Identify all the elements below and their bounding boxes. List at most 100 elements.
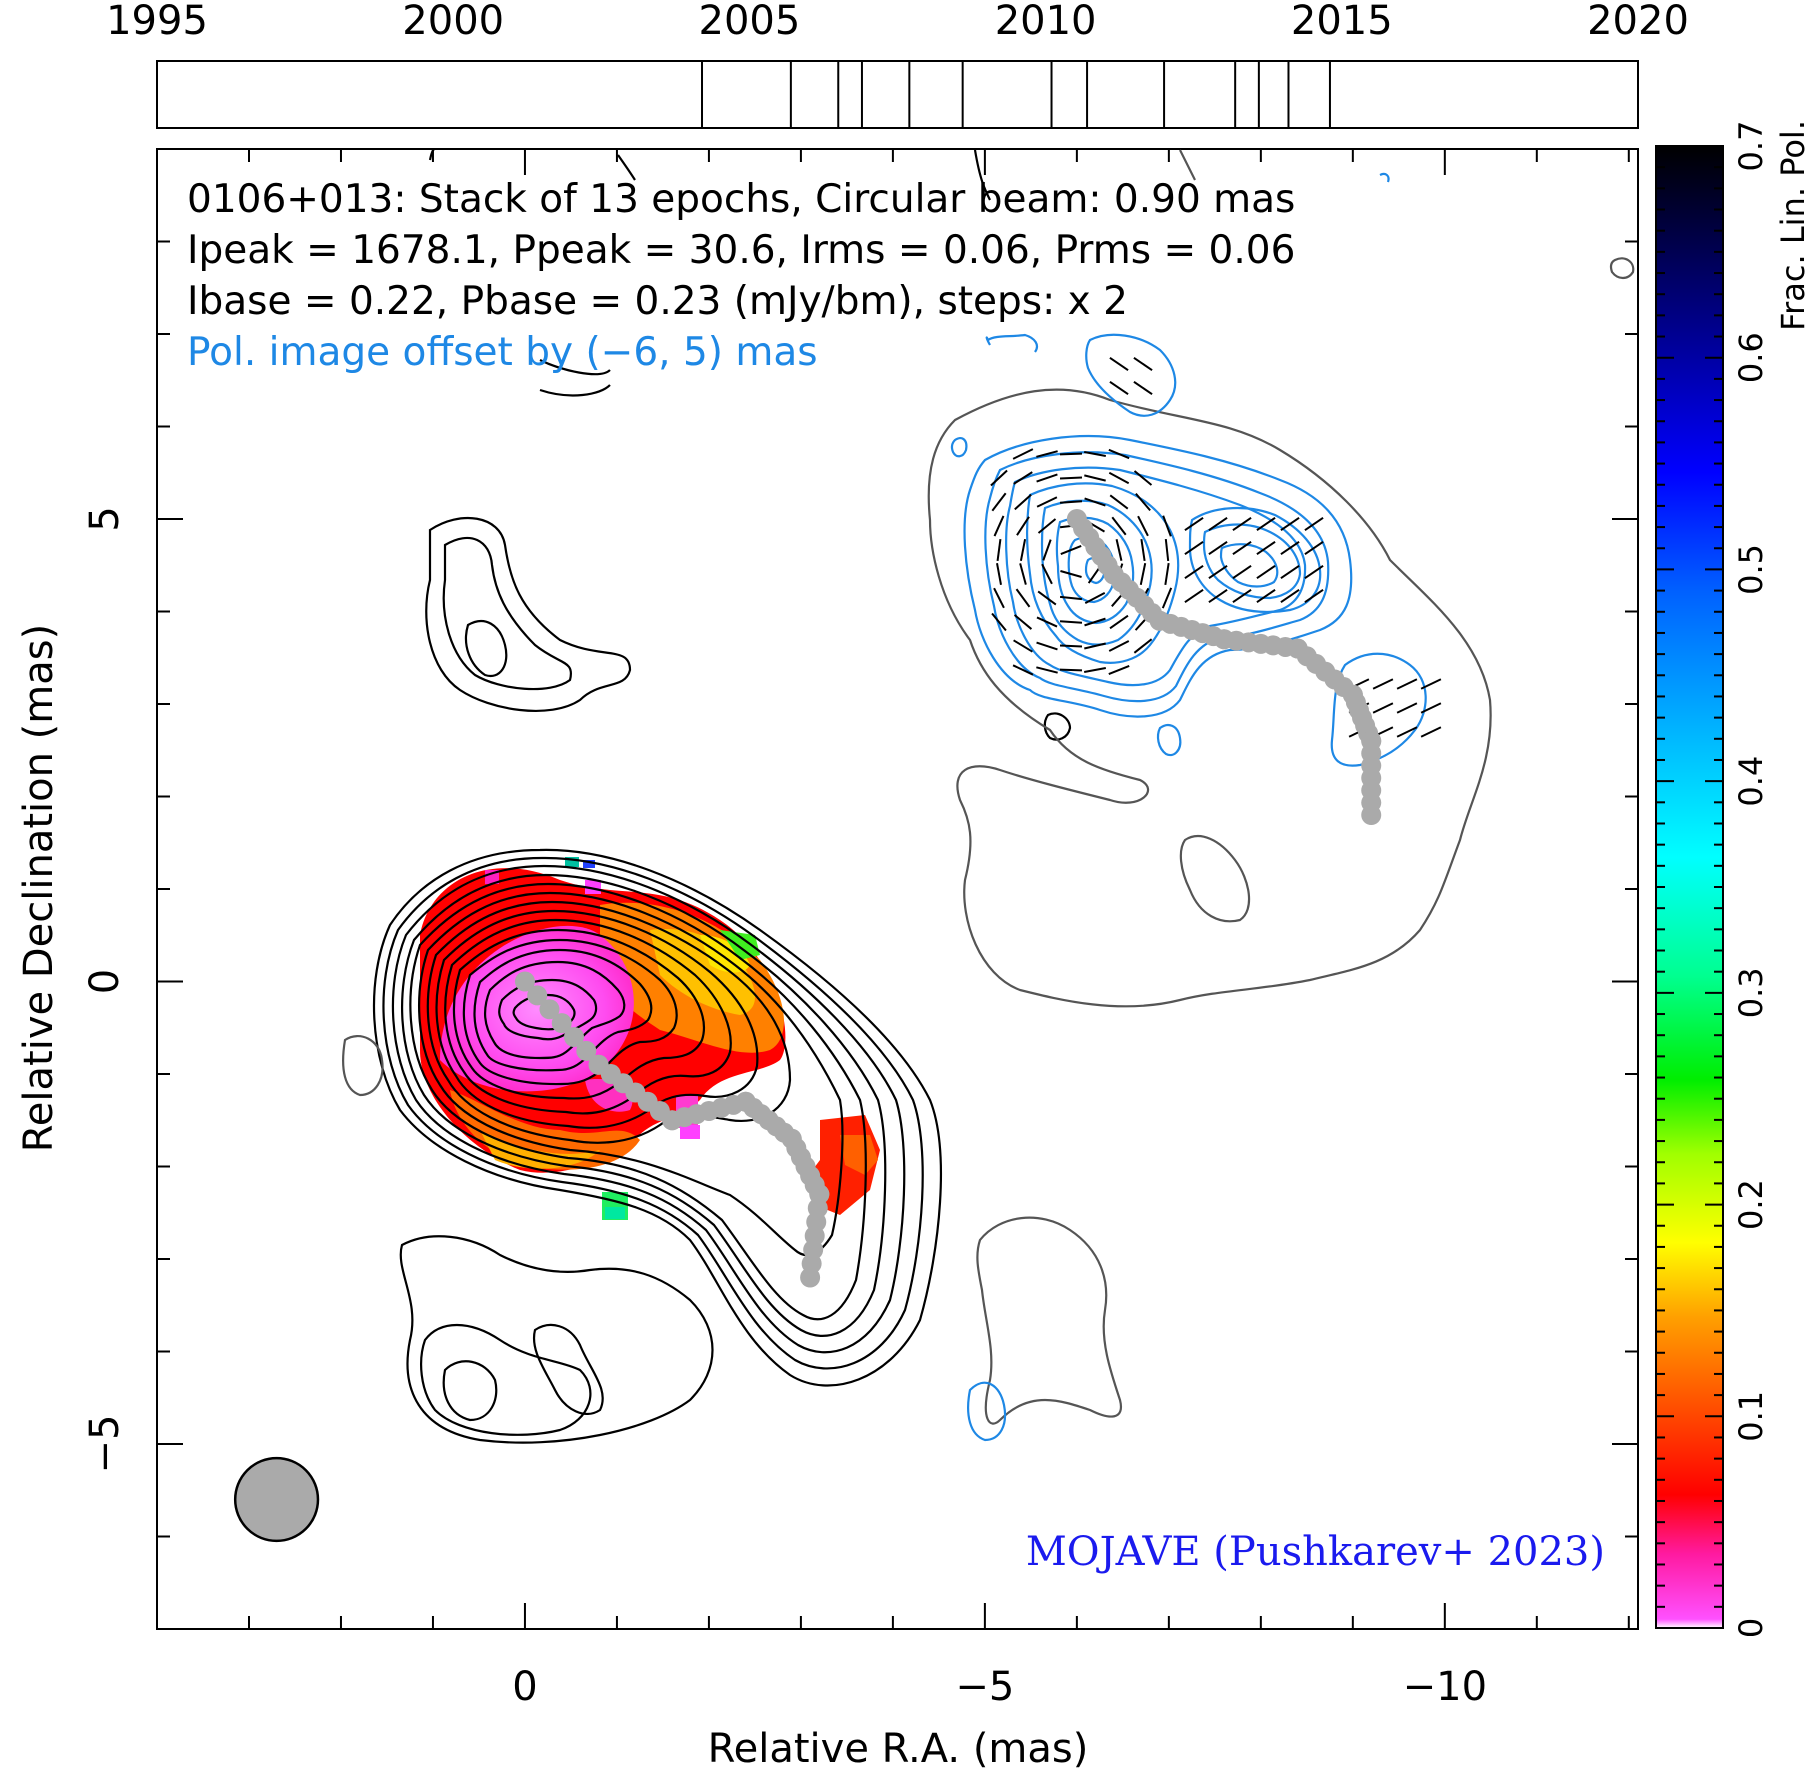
evpa-stick (1084, 450, 1106, 458)
evpa-stick (1232, 516, 1252, 532)
evpa-stick (1139, 563, 1147, 585)
evpa-stick (990, 469, 1008, 487)
evpa-stick (1019, 539, 1027, 561)
evpa-stick (1140, 538, 1146, 562)
evpa-stick (1184, 516, 1204, 532)
evpa-stick (1420, 726, 1442, 738)
colorbar-tick-label: 0.2 (1732, 1179, 1770, 1230)
evpa-stick (1256, 564, 1276, 580)
colorbar-tick-label: 0.6 (1732, 332, 1770, 383)
pol-offset-note: Pol. image offset by (−6, 5) mas (187, 330, 818, 375)
x-tick-labels: 0 −5 −10 (512, 1664, 1487, 1710)
evpa-stick (1164, 538, 1170, 562)
intensity-contours (372, 149, 1072, 1444)
epoch-markers (701, 61, 1331, 128)
evpa-stick (1083, 667, 1107, 673)
evpa-stick (991, 492, 1007, 512)
map-panel: 0106+013: Stack of 13 epochs, Circular b… (16, 148, 1639, 1772)
evpa-stick (1372, 678, 1394, 690)
evpa-stick (1420, 678, 1442, 690)
epoch-timeline-frame (156, 60, 1639, 129)
y-tick-label: 5 (82, 506, 128, 531)
evpa-stick (1059, 500, 1083, 504)
evpa-stick (1396, 702, 1418, 714)
ridge-dot (527, 985, 548, 1006)
evpa-stick (1036, 473, 1058, 483)
evpa-stick (1135, 492, 1151, 512)
mojave-credit: MOJAVE (Pushkarev+ 2023) (1026, 1529, 1605, 1575)
ridge-dot (514, 971, 535, 992)
ridge-dot (1361, 805, 1382, 825)
map-annotations: 0106+013: Stack of 13 epochs, Circular b… (187, 177, 1605, 1575)
evpa-stick (1060, 544, 1082, 556)
evpa-stick (1108, 640, 1130, 652)
evpa-stick (1059, 644, 1083, 648)
evpa-stick (996, 563, 1002, 585)
evpa-stick (1084, 642, 1106, 650)
ridge-dot (576, 1040, 597, 1061)
evpa-stick (1256, 588, 1276, 604)
ridge-dot (800, 1267, 821, 1288)
evpa-stick (1059, 452, 1083, 456)
evpa-stick (1304, 540, 1324, 556)
epoch-year-label: 1995 (106, 0, 208, 44)
evpa-stick (1280, 516, 1300, 532)
header-line-2: Ipeak = 1678.1, Ppeak = 30.6, Irms = 0.0… (187, 228, 1295, 273)
epoch-year-labels: 1995 2000 2005 2010 2015 2020 (106, 0, 1689, 44)
evpa-stick (1304, 588, 1324, 604)
evpa-stick (1084, 497, 1106, 507)
evpa-stick (1184, 564, 1204, 580)
evpa-stick (1109, 356, 1129, 372)
evpa-stick (993, 515, 1005, 537)
evpa-stick (1037, 518, 1057, 534)
jet-ridge-line (514, 971, 830, 1288)
evpa-stick (1133, 380, 1153, 396)
restoring-beam (233, 1456, 320, 1543)
evpa-stick (1059, 476, 1083, 480)
evpa-stick (1012, 448, 1034, 460)
evpa-stick (1036, 641, 1058, 651)
colorbar-tick-label: 0.1 (1732, 1391, 1770, 1442)
evpa-stick (1042, 539, 1052, 561)
evpa-stick (1232, 588, 1252, 604)
polarized-intensity-contours (950, 172, 1427, 1442)
colorbar-tick-label: 0.5 (1732, 544, 1770, 595)
ridge-dot (551, 1013, 572, 1034)
evpa-stick (1036, 616, 1058, 628)
evpa-stick (1208, 516, 1228, 532)
evpa-stick (1280, 540, 1300, 556)
y-tick-label: 0 (82, 969, 128, 994)
epoch-year-label: 2005 (699, 0, 801, 44)
colorbar-tick-labels: 0 0.1 0.2 0.3 0.4 0.5 0.6 0.7 (1732, 121, 1770, 1639)
evpa-stick (1115, 539, 1123, 561)
epoch-timeline: 1995 2000 2005 2010 2015 2020 (106, 0, 1689, 129)
evpa-stick (1232, 564, 1252, 580)
evpa-stick (1280, 588, 1300, 604)
evpa-stick (1372, 702, 1394, 714)
evpa-stick (1109, 380, 1129, 396)
offset-jet-ridge-line (1066, 509, 1382, 825)
map-content (233, 149, 1635, 1543)
evpa-stick (1036, 666, 1058, 674)
evpa-stick (1184, 540, 1204, 556)
evpa-stick (1396, 726, 1418, 738)
evpa-stick (1108, 448, 1130, 460)
evpa-stick (1041, 563, 1053, 585)
y-tick-labels: −5 0 5 (82, 506, 128, 1473)
colorbar-tick-label: 0 (1732, 1618, 1770, 1638)
evpa-stick (1162, 515, 1172, 537)
evpa-stick (1256, 516, 1276, 532)
evpa-stick (1133, 356, 1153, 372)
epoch-year-label: 2015 (1291, 0, 1393, 44)
map-axis-ticks (156, 148, 1638, 1630)
evpa-stick (993, 587, 1005, 609)
evpa-stick (996, 538, 1002, 562)
evpa-stick (1012, 664, 1034, 676)
evpa-stick (1036, 496, 1058, 508)
ridge-dot (539, 999, 560, 1020)
evpa-stick (1108, 664, 1130, 676)
evpa-stick (1013, 614, 1033, 630)
evpa-stick (1133, 470, 1153, 486)
epoch-year-label: 2000 (402, 0, 504, 44)
